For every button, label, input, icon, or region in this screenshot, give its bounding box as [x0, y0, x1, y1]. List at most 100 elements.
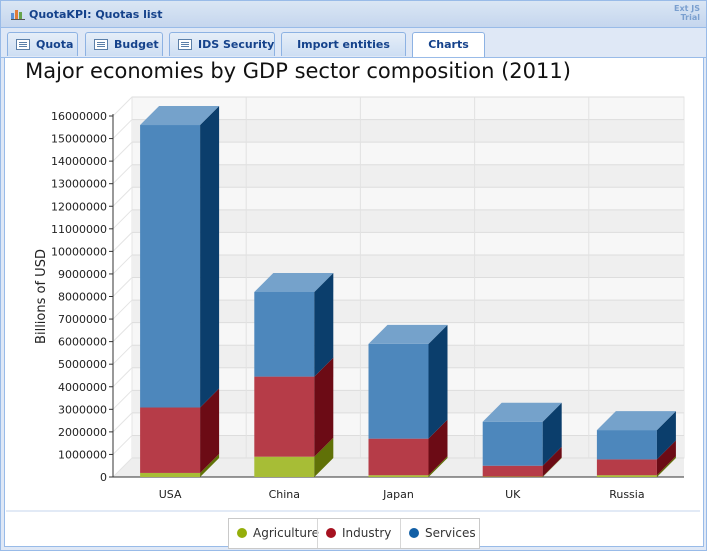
y-tick-label: 15000000 — [51, 133, 107, 146]
bar-top-japan — [368, 324, 448, 344]
gridline-side — [112, 119, 133, 139]
legend-marker-industry — [326, 528, 336, 538]
y-tick-label: 8000000 — [58, 291, 107, 304]
grid-band — [132, 254, 684, 278]
bar-services-usa — [140, 125, 201, 408]
gridline-side — [112, 322, 133, 342]
bar-side-industry-china — [314, 357, 334, 457]
bar-side-industry-usa — [200, 388, 220, 473]
bar-side-services-russia — [656, 411, 676, 460]
bar-side-agriculture-usa — [200, 453, 220, 477]
gridline-side — [112, 344, 133, 365]
gridline-side — [112, 141, 133, 162]
gridline-side — [112, 232, 133, 252]
y-tick-label: 12000000 — [51, 200, 107, 213]
bar-agriculture-usa — [140, 472, 201, 477]
gridline-side — [112, 96, 133, 117]
legend-label: Agriculture — [253, 526, 319, 540]
x-tick-label: UK — [505, 488, 521, 501]
gridline-side — [112, 389, 133, 410]
y-tick-label: 0 — [100, 471, 107, 484]
gridline-side — [112, 164, 133, 185]
legend-label: Industry — [342, 526, 392, 540]
bar-top-china — [254, 272, 334, 292]
bar-side-services-japan — [428, 324, 448, 439]
bar-industry-russia — [596, 459, 657, 476]
legend-marker-agriculture — [237, 528, 247, 538]
window-title: QuotaKPI: Quotas list — [29, 8, 163, 21]
gridline-side — [112, 277, 133, 297]
trial-badge: Ext JS Trial — [674, 4, 700, 22]
y-tick-label: 9000000 — [58, 268, 107, 281]
y-tick-label: 5000000 — [58, 358, 107, 371]
bar-side-industry-russia — [656, 440, 676, 476]
x-tick-label: China — [269, 488, 300, 501]
y-tick-label: 1000000 — [58, 448, 107, 461]
x-tick-label: Japan — [382, 488, 414, 501]
gridline-side — [112, 412, 133, 433]
window-titlebar: QuotaKPI: Quotas list Ext JS Trial — [1, 1, 706, 28]
legend-divider — [400, 519, 401, 548]
tab-label: Quota — [36, 38, 74, 51]
bar-top-usa — [140, 106, 220, 126]
bar-side-services-china — [314, 272, 334, 377]
tab-charts[interactable]: Charts — [412, 32, 485, 57]
bar-side-industry-japan — [428, 419, 448, 476]
grid-icon — [178, 39, 192, 50]
grid-band — [132, 209, 684, 233]
tab-strip: Quota Budget IDS Security Import entitie… — [1, 28, 706, 58]
bar-side-agriculture-japan — [428, 456, 448, 477]
legend-marker-services — [409, 528, 419, 538]
grid-band — [132, 119, 684, 143]
chart-title: Major economies by GDP sector compositio… — [25, 59, 571, 83]
y-tick-label: 6000000 — [58, 336, 107, 349]
legend-item-agriculture[interactable]: Agriculture — [229, 519, 319, 548]
bar-side-services-uk — [542, 402, 562, 466]
bar-agriculture-japan — [368, 475, 429, 477]
legend-item-services[interactable]: Services — [401, 519, 479, 548]
bar-agriculture-china — [254, 456, 315, 477]
bar-agriculture-russia — [596, 475, 657, 477]
y-tick-label: 13000000 — [51, 178, 107, 191]
tab-label: Import entities — [297, 38, 390, 51]
y-axis-title: Billions of USD — [34, 249, 49, 344]
bar-industry-usa — [140, 407, 201, 473]
bar-top-russia — [596, 411, 676, 431]
x-tick-label: USA — [159, 488, 182, 501]
grid-icon — [94, 39, 108, 50]
bar-chart-icon — [11, 10, 25, 20]
y-tick-label: 4000000 — [58, 381, 107, 394]
bar-side-agriculture-china — [314, 437, 334, 477]
badge-line-2: Trial — [680, 13, 700, 22]
grid-band — [132, 164, 684, 188]
tab-quota[interactable]: Quota — [7, 32, 78, 56]
bar-side-industry-uk — [542, 446, 562, 477]
tab-label: Charts — [428, 38, 469, 51]
chart-legend: Agriculture Industry Services — [228, 518, 480, 549]
bar-services-japan — [368, 343, 429, 439]
bar-industry-china — [254, 376, 315, 457]
legend-label: Services — [425, 526, 476, 540]
tab-import-entities[interactable]: Import entities — [281, 32, 406, 56]
bar-services-uk — [482, 421, 543, 466]
y-tick-label: 16000000 — [51, 110, 107, 123]
bar-side-services-usa — [200, 106, 220, 408]
legend-divider — [317, 519, 318, 548]
tab-ids-security[interactable]: IDS Security — [169, 32, 275, 56]
tab-label: Budget — [114, 38, 159, 51]
y-tick-label: 3000000 — [58, 403, 107, 416]
gridline-side — [112, 254, 133, 275]
legend-item-industry[interactable]: Industry — [318, 519, 400, 548]
x-tick-label: Russia — [609, 488, 644, 501]
gridline-side — [112, 209, 133, 230]
gridline-side — [112, 435, 133, 455]
gridline-side — [112, 457, 133, 478]
tab-label: IDS Security — [198, 38, 275, 51]
tab-budget[interactable]: Budget — [85, 32, 163, 56]
y-tick-label: 2000000 — [58, 426, 107, 439]
bar-side-agriculture-uk — [542, 457, 562, 477]
bar-top-uk — [482, 402, 562, 422]
bar-services-china — [254, 291, 315, 377]
gridline-side — [112, 299, 133, 320]
